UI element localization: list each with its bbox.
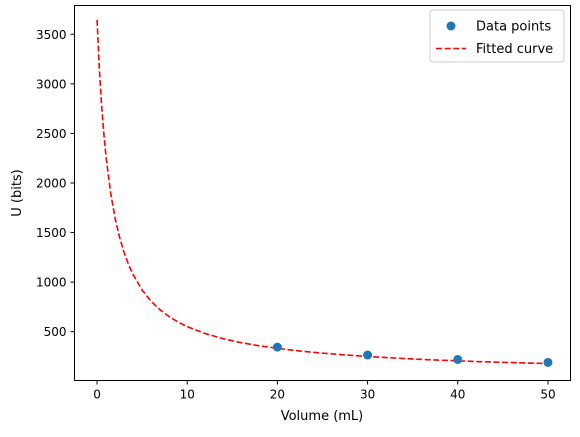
y-tick-label: 1000 (36, 276, 67, 290)
x-tick-label: 10 (180, 388, 195, 402)
legend-marker-data-points (446, 21, 456, 31)
x-tick-label: 40 (450, 388, 465, 402)
y-tick-label: 2000 (36, 176, 67, 190)
y-tick-label: 1500 (36, 226, 67, 240)
fitted-curve-line (96, 19, 548, 365)
y-tick-label: 3000 (36, 77, 67, 91)
data-point (272, 342, 282, 352)
data-point (453, 354, 463, 364)
legend-label-data-points: Data points (476, 20, 551, 35)
legend: Data points Fitted curve (429, 9, 565, 63)
y-tick-label: 3500 (36, 28, 67, 42)
x-tick-label: 30 (360, 388, 375, 402)
series-layer (96, 19, 553, 367)
data-point (543, 357, 553, 367)
x-axis: 0 10 20 30 40 50 (93, 380, 556, 402)
plot-area (74, 5, 571, 381)
y-axis-label: U (bits) (10, 169, 25, 217)
legend-label-fitted-curve: Fitted curve (476, 42, 553, 57)
data-point (363, 350, 373, 360)
x-tick-label: 0 (93, 388, 101, 402)
x-tick-label: 20 (270, 388, 285, 402)
y-tick-label: 2500 (36, 127, 67, 141)
y-axis: 500 1000 1500 2000 2500 3000 3500 (36, 28, 75, 339)
y-tick-label: 500 (44, 325, 67, 339)
x-tick-label: 50 (540, 388, 555, 402)
x-axis-label: Volume (mL) (281, 409, 364, 424)
